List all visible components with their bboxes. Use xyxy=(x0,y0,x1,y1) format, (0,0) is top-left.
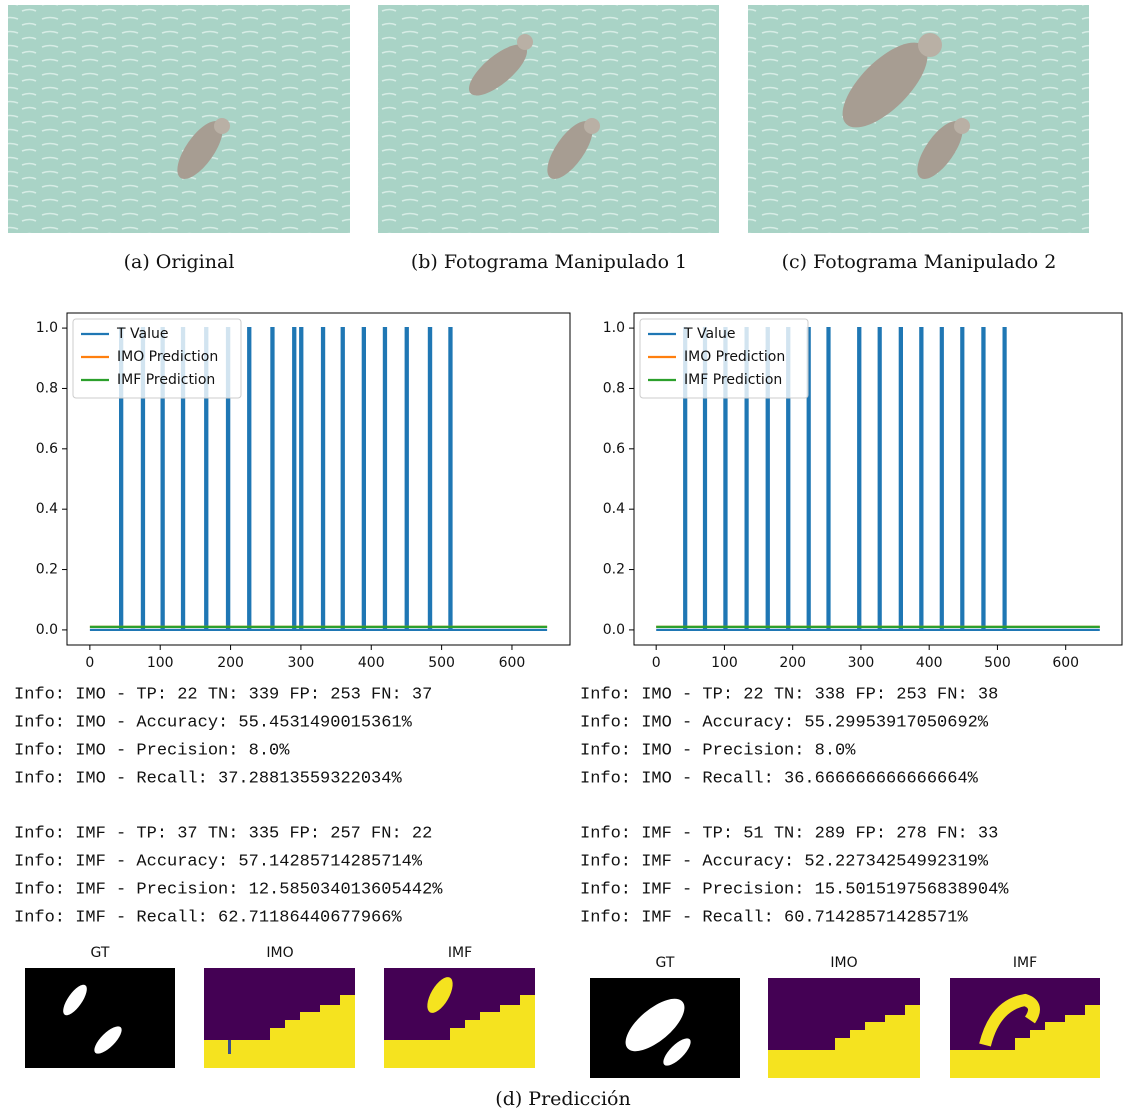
legend-label: T Value xyxy=(116,326,168,342)
mask-gt-1 xyxy=(25,968,175,1068)
mask-title: GT xyxy=(91,945,110,961)
log-line: Info: IMF - TP: 37 TN: 335 FP: 257 FN: 2… xyxy=(14,824,432,843)
photo-a xyxy=(8,5,350,233)
log-line: Info: IMO - Precision: 8.0% xyxy=(580,741,856,760)
y-tick-label: 0.8 xyxy=(36,380,58,396)
mask-imf-1 xyxy=(384,968,535,1068)
log-line: Info: IMF - TP: 51 TN: 289 FP: 278 FN: 3… xyxy=(580,824,998,843)
log-line: Info: IMF - Accuracy: 57.14285714285714% xyxy=(14,852,423,871)
page: {"photos": [{"caption": "(a) Original"},… xyxy=(0,0,1126,1115)
photo-c xyxy=(748,5,1089,233)
log-line: Info: IMF - Recall: 60.71428571428571% xyxy=(580,908,968,927)
log-line: Info: IMO - Recall: 36.666666666666664% xyxy=(580,769,979,788)
log-line: Info: IMO - Recall: 37.28813559322034% xyxy=(14,769,402,788)
photo-caption: (c) Fotograma Manipulado 2 xyxy=(782,251,1057,273)
x-tick-label: 0 xyxy=(652,655,661,671)
legend-label: T Value xyxy=(683,326,735,342)
y-tick-label: 0.0 xyxy=(36,622,58,638)
x-tick-label: 600 xyxy=(1052,655,1079,671)
log-line: Info: IMF - Precision: 15.50151975683890… xyxy=(580,880,1009,899)
x-tick-label: 500 xyxy=(984,655,1011,671)
x-tick-label: 500 xyxy=(428,655,455,671)
mask-title: GT xyxy=(656,955,675,971)
log-line: Info: IMF - Accuracy: 52.22734254992319% xyxy=(580,852,989,871)
x-tick-label: 100 xyxy=(711,655,738,671)
x-tick-label: 200 xyxy=(779,655,806,671)
figure-caption: (d) Predicción xyxy=(495,1088,630,1110)
y-tick-label: 0.4 xyxy=(36,501,58,517)
x-tick-label: 100 xyxy=(147,655,174,671)
log-line: Info: IMO - TP: 22 TN: 338 FP: 253 FN: 3… xyxy=(580,685,998,704)
photo-caption: (a) Original xyxy=(124,251,235,273)
x-tick-label: 400 xyxy=(358,655,385,671)
x-tick-label: 400 xyxy=(916,655,943,671)
x-tick-label: 200 xyxy=(217,655,244,671)
x-tick-label: 300 xyxy=(848,655,875,671)
y-tick-label: 0.4 xyxy=(603,501,625,517)
mask-title: IMF xyxy=(1013,955,1037,971)
log-line: Info: IMF - Recall: 62.71186440677966% xyxy=(14,908,402,927)
log-line: Info: IMO - TP: 22 TN: 339 FP: 253 FN: 3… xyxy=(14,685,432,704)
photo-b xyxy=(378,5,719,233)
y-tick-label: 0.6 xyxy=(36,441,58,457)
mask-imf-2 xyxy=(950,978,1100,1078)
mask-title: IMO xyxy=(830,955,857,971)
y-tick-label: 0.2 xyxy=(36,562,58,578)
log-line: Info: IMO - Accuracy: 55.4531490015361% xyxy=(14,713,413,732)
log-line: Info: IMO - Precision: 8.0% xyxy=(14,741,290,760)
y-tick-label: 1.0 xyxy=(36,320,58,336)
legend-label: IMO Prediction xyxy=(684,349,785,365)
photo-caption: (b) Fotograma Manipulado 1 xyxy=(411,251,687,273)
mask-imo-1 xyxy=(204,968,355,1068)
x-tick-label: 0 xyxy=(85,655,94,671)
log-line: Info: IMF - Precision: 12.58503401360544… xyxy=(14,880,443,899)
legend-label: IMF Prediction xyxy=(684,372,782,388)
y-tick-label: 0.8 xyxy=(603,380,625,396)
mask-imo-2 xyxy=(768,978,920,1078)
figure: (a) Original (b) Fotograma Manipulado 1 (c… xyxy=(0,0,1126,1115)
x-tick-label: 300 xyxy=(288,655,315,671)
y-tick-label: 0.0 xyxy=(603,622,625,638)
y-tick-label: 0.2 xyxy=(603,562,625,578)
legend-label: IMO Prediction xyxy=(117,349,218,365)
legend-label: IMF Prediction xyxy=(117,372,215,388)
mask-title: IMF xyxy=(448,945,472,961)
y-tick-label: 0.6 xyxy=(603,441,625,457)
mask-gt-2 xyxy=(590,978,740,1078)
x-tick-label: 600 xyxy=(499,655,526,671)
mask-title: IMO xyxy=(266,945,293,961)
y-tick-label: 1.0 xyxy=(603,320,625,336)
log-line: Info: IMO - Accuracy: 55.29953917050692% xyxy=(580,713,989,732)
